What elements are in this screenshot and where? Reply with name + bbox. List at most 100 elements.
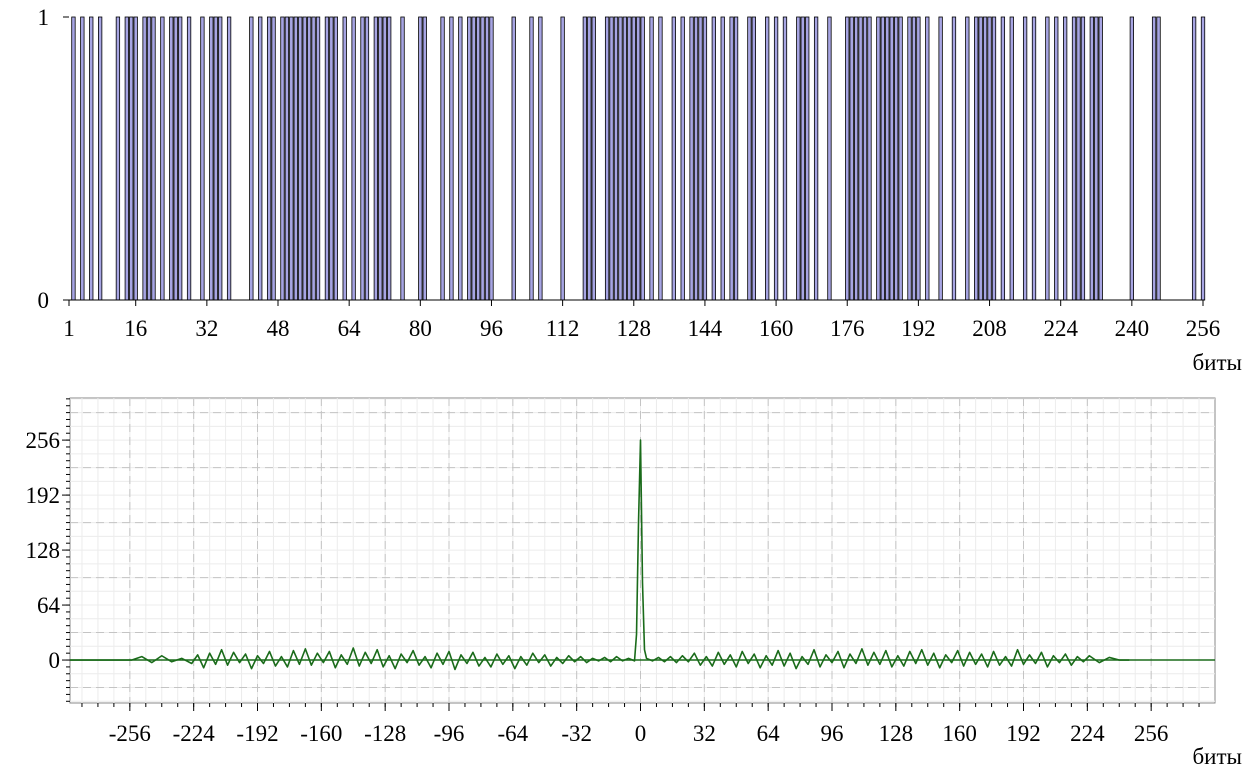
top-x-tick-label: 160 bbox=[759, 316, 794, 341]
bit-bar bbox=[604, 16, 610, 301]
bit-bar bbox=[796, 16, 801, 301]
bit-bar bbox=[226, 16, 232, 301]
bit-bar bbox=[360, 16, 365, 301]
bit-bar bbox=[991, 16, 997, 301]
bit-bar bbox=[178, 16, 183, 301]
top-y-tick-label: 1 bbox=[38, 5, 50, 30]
top-x-tick-label: 144 bbox=[688, 316, 723, 341]
bit-bar bbox=[582, 16, 587, 301]
bit-bar bbox=[1054, 16, 1059, 301]
bit-bar bbox=[489, 16, 494, 301]
bit-bar bbox=[636, 16, 641, 301]
top-x-tick-label: 240 bbox=[1115, 316, 1150, 341]
bit-bar bbox=[800, 16, 805, 301]
bottom-x-tick-label: -192 bbox=[236, 721, 278, 746]
bit-bar bbox=[560, 16, 565, 301]
bit-bar bbox=[271, 16, 276, 301]
top-x-tick-label: 64 bbox=[338, 316, 362, 341]
bit-bar bbox=[907, 16, 912, 301]
bit-bar bbox=[1156, 16, 1161, 301]
bit-bar bbox=[974, 16, 979, 301]
bit-bar bbox=[467, 16, 472, 301]
bit-bar bbox=[484, 16, 490, 301]
bit-bar bbox=[951, 16, 957, 301]
bit-bar bbox=[680, 16, 685, 301]
bit-bar bbox=[894, 16, 899, 301]
top-x-tick-label: 1 bbox=[63, 316, 75, 341]
bit-bar bbox=[213, 16, 218, 301]
bit-bar bbox=[618, 16, 623, 301]
top-x-tick-label: 48 bbox=[267, 316, 290, 341]
bit-bar bbox=[1045, 16, 1050, 301]
bottom-x-axis-label: биты bbox=[1192, 744, 1242, 769]
bottom-x-tick-label: 192 bbox=[1006, 721, 1041, 746]
bit-bar bbox=[209, 16, 214, 301]
bit-bar bbox=[284, 16, 290, 301]
bottom-x-tick-label: -224 bbox=[173, 721, 216, 746]
bit-bar bbox=[613, 16, 619, 301]
bottom-x-tick-label: 160 bbox=[942, 721, 977, 746]
top-x-axis-label: биты bbox=[1192, 350, 1242, 375]
bit-bar bbox=[845, 16, 850, 301]
top-x-tick-label: 80 bbox=[409, 316, 432, 341]
bit-bar bbox=[649, 16, 654, 301]
bit-bar bbox=[115, 16, 121, 301]
bit-bar bbox=[387, 16, 392, 301]
bit-bar bbox=[1094, 16, 1099, 301]
bit-bar bbox=[293, 16, 298, 301]
top-x-tick-label: 224 bbox=[1043, 316, 1078, 341]
bit-bar bbox=[938, 16, 943, 301]
bit-bar bbox=[1031, 16, 1037, 301]
bottom-y-ticks: 0 64 128 192 256 bbox=[26, 428, 70, 673]
bit-bar bbox=[1022, 16, 1028, 301]
bit-bar bbox=[449, 16, 454, 301]
bit-bar bbox=[80, 16, 85, 301]
bit-bar bbox=[480, 16, 485, 301]
bit-bar bbox=[1151, 16, 1157, 301]
bit-bar bbox=[925, 16, 930, 301]
bit-bar bbox=[631, 16, 636, 301]
bit-bar bbox=[720, 16, 725, 301]
bottom-x-tick-label: -256 bbox=[109, 721, 151, 746]
bit-bar bbox=[987, 16, 992, 301]
bit-bar bbox=[422, 16, 427, 301]
bottom-x-tick-label: 32 bbox=[693, 721, 716, 746]
top-x-tick-label: 32 bbox=[195, 316, 218, 341]
top-x-tick-label: 176 bbox=[830, 316, 865, 341]
bit-bar bbox=[151, 16, 156, 301]
top-x-tick-label: 208 bbox=[972, 316, 1007, 341]
bit-bar bbox=[538, 16, 543, 301]
bit-bar bbox=[965, 16, 970, 301]
bit-bar bbox=[1191, 16, 1197, 301]
bit-bar bbox=[698, 16, 703, 301]
bit-bar bbox=[200, 16, 205, 301]
bottom-x-tick-label: 128 bbox=[879, 721, 914, 746]
bottom-x-tick-label: -32 bbox=[561, 721, 592, 746]
bit-bar bbox=[813, 16, 819, 301]
bottom-x-tick-label: 64 bbox=[757, 721, 781, 746]
bit-bar bbox=[827, 16, 832, 301]
bit-bars bbox=[71, 16, 1206, 301]
bit-bar bbox=[173, 16, 178, 301]
bit-sequence-chart: 1 16 32 48 64 80 96 112 128 144 160 176 192 208 224 240… bbox=[38, 5, 1243, 375]
bit-bar bbox=[351, 16, 356, 301]
bit-bar bbox=[71, 16, 76, 301]
bottom-x-tick-label: -128 bbox=[364, 721, 406, 746]
bottom-y-tick-label: 0 bbox=[49, 648, 61, 673]
bit-bar bbox=[311, 16, 316, 301]
bit-bar bbox=[142, 16, 147, 301]
bit-bar bbox=[98, 16, 103, 301]
bit-bar bbox=[876, 16, 881, 301]
bit-bar bbox=[418, 16, 423, 301]
bit-bar bbox=[854, 16, 859, 301]
bit-bar bbox=[364, 16, 370, 301]
bit-bar bbox=[1076, 16, 1081, 301]
bit-bar bbox=[124, 16, 129, 301]
top-x-tick-label: 128 bbox=[617, 316, 652, 341]
bottom-y-tick-label: 256 bbox=[26, 428, 61, 453]
bit-bar bbox=[747, 16, 752, 301]
bit-bar bbox=[458, 16, 463, 301]
bit-bar bbox=[689, 16, 694, 301]
bit-bar bbox=[1129, 16, 1134, 301]
